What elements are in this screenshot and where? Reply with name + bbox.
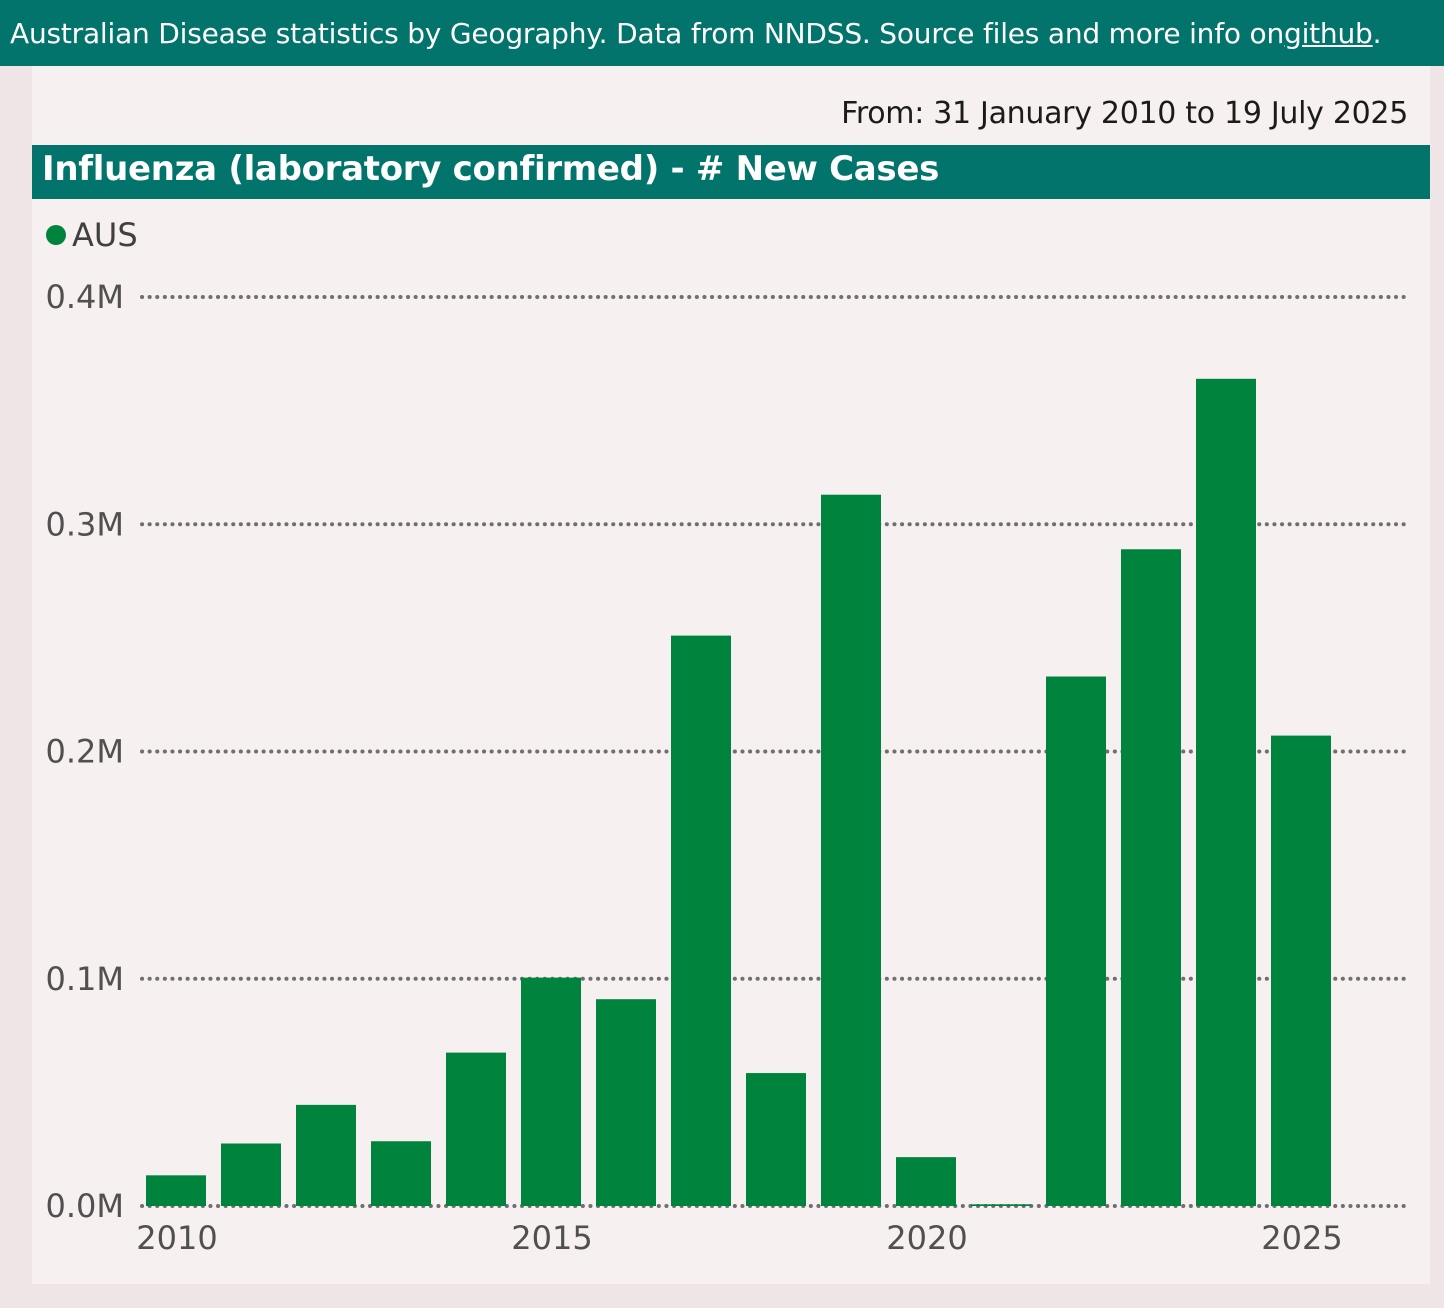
bar-2012[interactable] xyxy=(296,1104,356,1206)
y-axis-labels: 0.0M 0.1M 0.2M 0.3M 0.4M xyxy=(46,278,125,1225)
x-tick-label: 2025 xyxy=(1261,1219,1342,1257)
bar-2016[interactable] xyxy=(596,999,656,1206)
x-axis-labels: 2010 2015 2020 2025 xyxy=(136,1219,1342,1257)
app-header: Australian Disease statistics by Geograp… xyxy=(0,0,1444,66)
y-tick-label: 0.1M xyxy=(46,960,125,998)
bar-2010[interactable] xyxy=(146,1175,206,1206)
bar-2022[interactable] xyxy=(1046,676,1106,1206)
bar-2023[interactable] xyxy=(1121,549,1181,1206)
bar-2025[interactable] xyxy=(1271,735,1331,1206)
legend-label-aus: AUS xyxy=(72,216,138,254)
legend-dot-icon xyxy=(46,225,66,245)
header-text: Australian Disease statistics by Geograp… xyxy=(10,16,1284,50)
bar-2014[interactable] xyxy=(446,1052,506,1206)
bar-2015[interactable] xyxy=(521,977,581,1206)
y-tick-label: 0.2M xyxy=(46,733,125,771)
bar-2019[interactable] xyxy=(821,494,881,1206)
x-tick-label: 2020 xyxy=(886,1219,967,1257)
chart-header: Influenza (laboratory confirmed) - # New… xyxy=(32,145,1430,199)
legend[interactable]: AUS xyxy=(46,216,138,254)
github-link[interactable]: github xyxy=(1284,16,1373,50)
y-tick-label: 0.3M xyxy=(46,505,125,543)
bar-2011[interactable] xyxy=(221,1143,281,1206)
bar-2013[interactable] xyxy=(371,1141,431,1206)
bars[interactable] xyxy=(146,378,1331,1206)
x-tick-label: 2015 xyxy=(511,1219,592,1257)
bar-2021[interactable] xyxy=(971,1204,1031,1206)
date-range-label: From: 31 January 2010 to 19 July 2025 xyxy=(841,96,1408,131)
bar-chart: 0.0M 0.1M 0.2M 0.3M 0.4M 2010 2015 2020 2025 xyxy=(46,278,1406,1257)
bar-2018[interactable] xyxy=(746,1073,806,1206)
header-suffix: . xyxy=(1372,16,1382,50)
x-tick-label: 2010 xyxy=(136,1219,217,1257)
bar-2017[interactable] xyxy=(671,635,731,1206)
y-tick-label: 0.4M xyxy=(46,278,125,316)
y-tick-label: 0.0M xyxy=(46,1187,125,1225)
bar-2024[interactable] xyxy=(1196,378,1256,1206)
bar-2020[interactable] xyxy=(896,1157,956,1206)
chart-panel: From: 31 January 2010 to 19 July 2025 In… xyxy=(32,66,1430,1284)
chart-title: Influenza (laboratory confirmed) - # New… xyxy=(42,149,940,189)
